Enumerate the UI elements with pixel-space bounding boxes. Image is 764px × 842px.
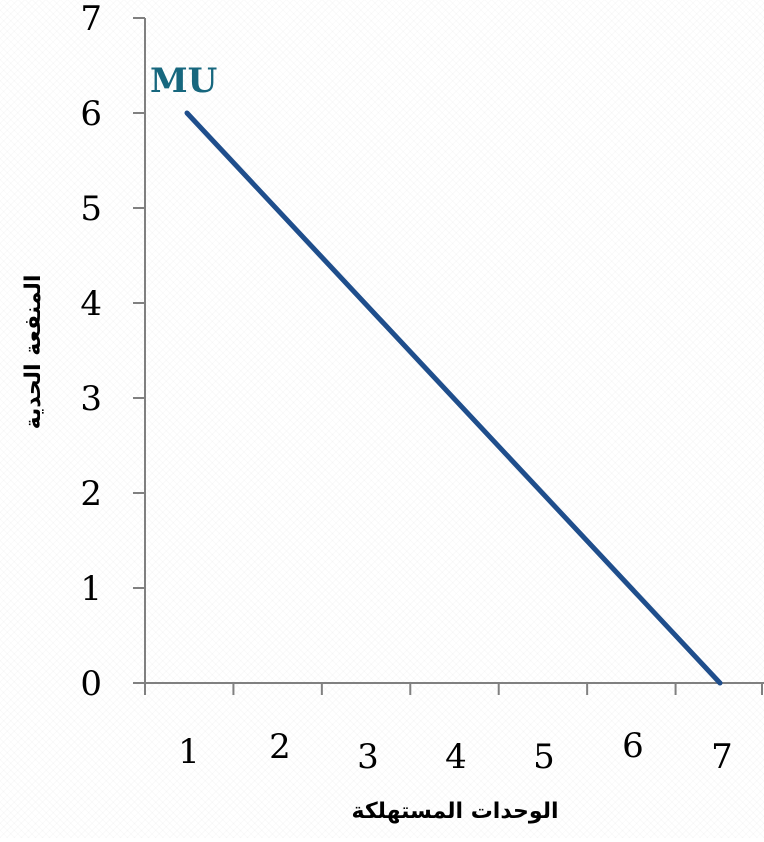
x-tick-label: 4 <box>445 737 467 777</box>
series-layer: MU <box>150 61 723 686</box>
y-tick-label: 0 <box>80 664 102 704</box>
x-tick-label: 6 <box>622 726 644 766</box>
x-tick-label: 5 <box>533 737 555 777</box>
y-tick-label: 7 <box>80 0 102 39</box>
series-label-mu: MU <box>150 61 217 101</box>
axes <box>144 18 764 684</box>
y-tick-label: 1 <box>80 569 102 609</box>
y-tick-label: 3 <box>80 379 102 419</box>
y-tick-label: 5 <box>80 189 102 229</box>
x-tick-label: 2 <box>269 727 291 767</box>
ticks: 0 1 2 3 4 5 6 7 1 2 3 4 5 6 7 <box>80 0 763 777</box>
x-axis-title: الوحدات المستهلكة <box>351 799 558 824</box>
x-tick-label: 7 <box>711 737 733 777</box>
x-tick-label: 3 <box>357 737 379 777</box>
series-line-mu <box>184 110 723 686</box>
y-tick-label: 4 <box>80 284 102 324</box>
y-tick-label: 6 <box>80 94 102 134</box>
y-axis-title: المنفعة الحدية <box>21 275 46 430</box>
x-tick-label: 1 <box>178 732 200 772</box>
y-tick-label: 2 <box>80 474 102 514</box>
